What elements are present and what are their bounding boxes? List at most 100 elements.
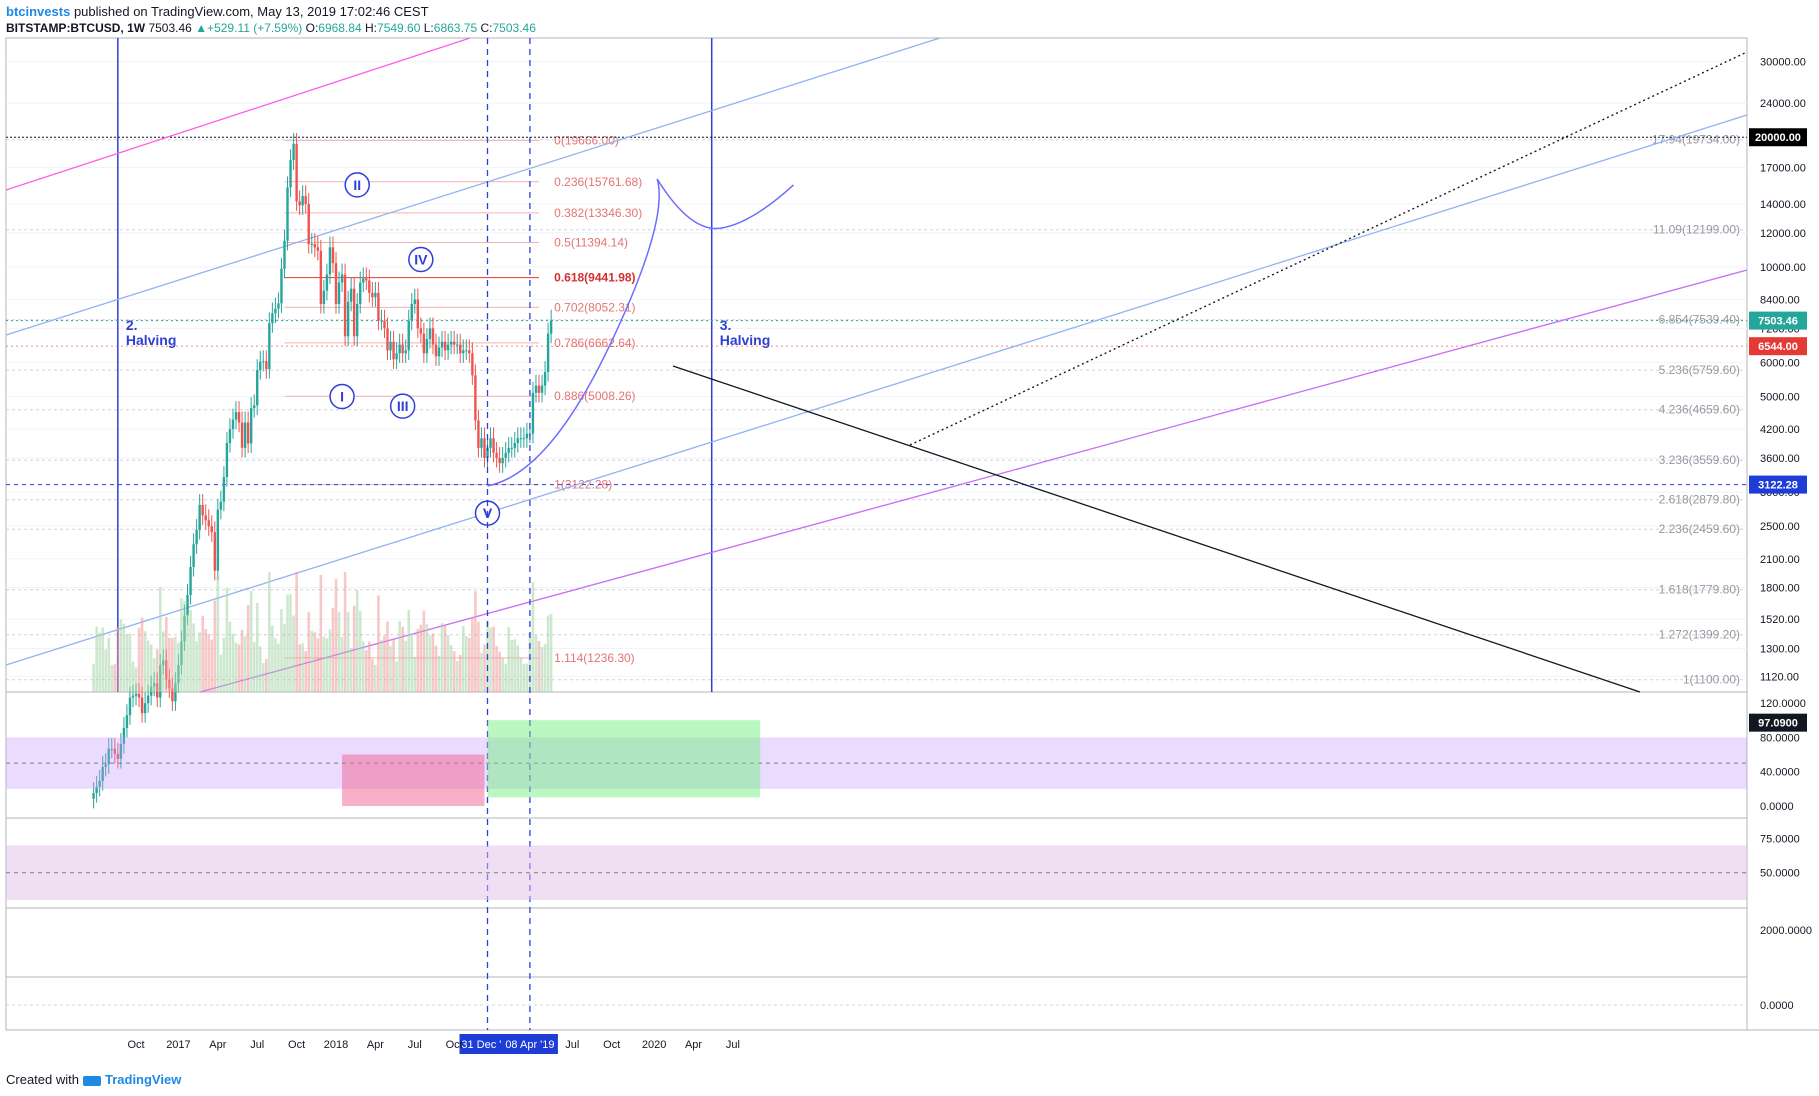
wave-label-circle bbox=[389, 393, 416, 419]
candle bbox=[122, 727, 126, 744]
volume-bar bbox=[422, 610, 426, 692]
time-tick-label: Jul bbox=[408, 1039, 422, 1051]
volume-bar bbox=[277, 643, 280, 692]
price-tick-label: 4200.00 bbox=[1760, 424, 1800, 436]
price-tag-label: 6544.00 bbox=[1758, 341, 1798, 353]
candle bbox=[240, 422, 244, 448]
price-tick-label: 30000.00 bbox=[1760, 56, 1806, 68]
volume-bar bbox=[340, 636, 344, 692]
projection-arc bbox=[656, 178, 795, 230]
time-tick-label: 2018 bbox=[324, 1039, 348, 1051]
volume-bar bbox=[498, 651, 501, 692]
volume-bar bbox=[234, 642, 238, 692]
candle bbox=[101, 766, 104, 781]
candle bbox=[174, 683, 177, 702]
time-tick-label: Apr bbox=[685, 1039, 702, 1051]
candle bbox=[328, 247, 332, 275]
stoch-tick-label: 80.0000 bbox=[1760, 732, 1800, 744]
candle bbox=[283, 240, 286, 269]
volume-bar bbox=[271, 625, 274, 692]
volume-bar bbox=[461, 625, 465, 692]
volume-bar bbox=[119, 619, 123, 692]
publish-line: btcinvests published on TradingView.com,… bbox=[6, 4, 536, 20]
low-label: L: bbox=[423, 21, 434, 35]
volume-bar bbox=[286, 594, 289, 692]
volume-bar bbox=[355, 590, 359, 692]
volume-bar bbox=[265, 659, 268, 692]
candle bbox=[343, 274, 347, 337]
price-tick-label: 6000.00 bbox=[1760, 357, 1800, 369]
volume-bar bbox=[380, 640, 383, 692]
volume-bar bbox=[143, 631, 147, 692]
volume-bar bbox=[507, 627, 511, 692]
candle bbox=[425, 339, 429, 354]
volume-bar bbox=[158, 586, 162, 692]
time-tick-label: Oct bbox=[127, 1039, 144, 1051]
volume-bar bbox=[446, 634, 450, 692]
volume-bar bbox=[365, 650, 368, 692]
rsi-band bbox=[6, 845, 1747, 900]
candle bbox=[201, 504, 204, 516]
volume-bar bbox=[104, 649, 108, 692]
volume-bar bbox=[349, 647, 353, 692]
fib-extension-label: 3.236(3559.60) bbox=[1659, 453, 1740, 467]
price-tag-label: 20000.00 bbox=[1755, 132, 1801, 144]
volume-bar bbox=[192, 623, 195, 692]
fib-level-label: 0.786(6662.64) bbox=[554, 336, 635, 350]
candle bbox=[492, 438, 495, 453]
price-tag bbox=[1749, 311, 1807, 330]
symbol-label[interactable]: BITSTAMP:BTCUSD, 1W bbox=[6, 21, 146, 35]
time-tick-label: Oct bbox=[446, 1039, 463, 1051]
price-tick-label: 1120.00 bbox=[1760, 671, 1799, 683]
candle bbox=[480, 438, 483, 448]
candle bbox=[440, 341, 444, 348]
volume-bar bbox=[404, 640, 407, 692]
price-tick-label: 14000.00 bbox=[1760, 199, 1806, 211]
volume-bar bbox=[455, 661, 459, 692]
candle bbox=[95, 786, 98, 794]
halving-label: Halving bbox=[720, 332, 771, 348]
author-link[interactable]: btcinvests bbox=[6, 4, 71, 19]
volume-bar bbox=[125, 634, 129, 692]
high-label: H: bbox=[365, 21, 378, 35]
time-tick-label: Jul bbox=[250, 1039, 264, 1051]
volume-bar bbox=[189, 609, 192, 692]
price-tick-label: 1520.00 bbox=[1760, 614, 1800, 626]
volume-bar bbox=[504, 663, 507, 692]
candle bbox=[419, 328, 423, 334]
price-tick-label: 2500.00 bbox=[1760, 521, 1800, 533]
candle bbox=[522, 438, 526, 440]
black-trendline bbox=[672, 365, 1641, 693]
tradingview-link[interactable]: TradingView bbox=[104, 1072, 182, 1087]
volume-bar bbox=[177, 642, 180, 692]
candle bbox=[259, 361, 262, 371]
volume-bar bbox=[386, 621, 389, 692]
blue-channel-line bbox=[5, 114, 1748, 666]
volume-bar bbox=[92, 664, 95, 692]
fib-level-label: 0(19666.00) bbox=[554, 133, 619, 147]
volume-bar bbox=[131, 661, 135, 692]
candle bbox=[92, 793, 95, 799]
volume-bar bbox=[516, 645, 520, 692]
candle bbox=[104, 764, 107, 767]
volume-bar bbox=[137, 627, 141, 692]
candle bbox=[365, 278, 368, 281]
candle bbox=[189, 566, 192, 596]
price-tick-label: 5000.00 bbox=[1760, 392, 1800, 404]
volume-bar bbox=[528, 633, 532, 692]
rsi-tick-label: 75.0000 bbox=[1760, 834, 1800, 846]
volume-bar bbox=[183, 601, 186, 692]
fib-extension-label: 1.618(1779.80) bbox=[1659, 583, 1740, 597]
footer: Created with TradingView bbox=[6, 1072, 181, 1087]
candle bbox=[268, 323, 271, 370]
volume-bar bbox=[101, 627, 104, 692]
volume-bar bbox=[310, 631, 314, 692]
candle bbox=[313, 244, 316, 248]
candle bbox=[434, 344, 438, 357]
volume-bar bbox=[213, 600, 217, 692]
rsi-tick-label: 50.0000 bbox=[1760, 868, 1800, 880]
candle bbox=[465, 350, 468, 352]
volume-bar bbox=[280, 608, 283, 692]
marker-date-tag bbox=[459, 1034, 516, 1054]
